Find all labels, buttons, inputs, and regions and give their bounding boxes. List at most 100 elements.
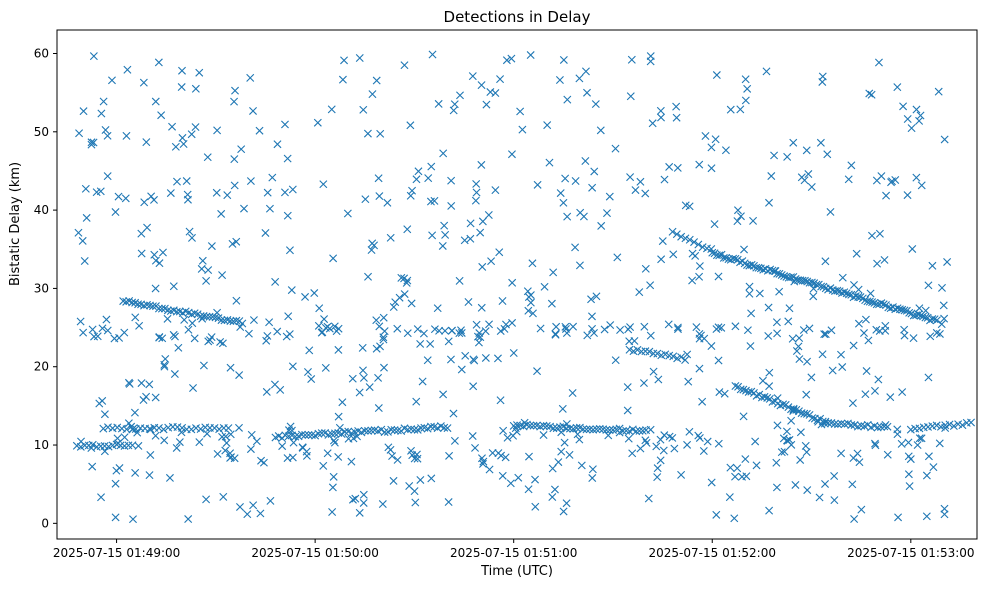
detection-marker xyxy=(140,301,149,310)
detection-marker xyxy=(244,329,253,338)
detection-marker xyxy=(694,431,703,440)
detection-marker xyxy=(830,496,839,505)
detection-marker xyxy=(658,237,667,246)
detection-marker xyxy=(785,304,794,313)
detection-marker xyxy=(577,461,586,470)
detection-marker xyxy=(261,228,270,237)
detection-marker xyxy=(945,420,954,429)
detection-marker xyxy=(226,430,235,439)
detection-marker xyxy=(695,433,704,442)
detection-marker xyxy=(128,425,137,434)
detection-marker xyxy=(928,315,937,324)
detection-marker xyxy=(575,261,584,270)
detection-marker xyxy=(611,356,620,365)
detection-marker xyxy=(197,264,206,273)
detection-marker xyxy=(685,427,694,436)
detection-marker xyxy=(557,447,566,456)
detection-marker xyxy=(184,325,193,334)
detection-marker xyxy=(246,73,255,82)
detection-marker xyxy=(444,337,453,346)
detection-marker xyxy=(378,500,387,509)
detection-marker xyxy=(635,288,644,297)
detection-marker xyxy=(904,470,913,479)
detection-marker xyxy=(582,425,591,434)
detection-marker xyxy=(499,426,508,435)
detection-marker xyxy=(875,229,884,238)
detection-marker xyxy=(218,339,227,348)
detection-marker xyxy=(408,186,417,195)
detection-marker xyxy=(847,421,856,430)
detection-marker xyxy=(307,375,316,384)
detection-marker xyxy=(173,177,181,186)
detection-marker xyxy=(301,292,310,301)
detection-marker xyxy=(742,386,750,395)
detection-marker xyxy=(545,158,554,167)
detection-marker xyxy=(741,96,750,105)
detection-marker xyxy=(703,437,712,446)
detection-marker xyxy=(606,321,615,330)
detection-marker xyxy=(288,362,297,371)
detection-marker xyxy=(426,339,435,348)
detection-marker xyxy=(189,384,198,392)
detection-marker xyxy=(707,342,716,351)
detection-marker xyxy=(427,474,436,483)
detection-marker xyxy=(872,300,881,309)
detection-marker xyxy=(886,393,895,402)
detection-marker xyxy=(635,426,644,435)
detection-marker xyxy=(779,400,788,409)
detection-marker xyxy=(195,438,204,447)
detection-marker xyxy=(297,430,306,439)
detection-marker xyxy=(317,328,326,337)
detection-marker xyxy=(502,56,511,65)
detection-marker xyxy=(805,324,814,333)
detection-marker xyxy=(89,52,98,61)
detection-marker xyxy=(491,89,500,98)
detection-marker xyxy=(673,163,682,172)
y-axis-label: Bistatic Delay (km) xyxy=(8,161,23,286)
detection-marker xyxy=(809,284,818,293)
detection-marker xyxy=(672,230,681,239)
detection-marker xyxy=(307,431,316,440)
detection-marker xyxy=(238,319,247,328)
detection-marker xyxy=(291,432,300,441)
detection-marker xyxy=(230,181,239,190)
detection-marker xyxy=(526,298,535,307)
detection-marker xyxy=(926,332,935,341)
detection-marker xyxy=(466,234,475,243)
detection-marker xyxy=(449,106,458,115)
detection-marker xyxy=(100,410,109,419)
detection-marker xyxy=(526,421,535,430)
detection-marker xyxy=(328,508,337,516)
detection-marker xyxy=(355,388,364,397)
detection-marker xyxy=(898,305,907,314)
detection-marker xyxy=(874,375,883,384)
detection-marker xyxy=(477,160,486,169)
detection-marker xyxy=(856,293,865,302)
detection-marker xyxy=(833,286,842,295)
detection-marker xyxy=(588,474,597,483)
detection-marker xyxy=(215,425,224,434)
detection-marker xyxy=(140,198,149,207)
detection-marker xyxy=(143,300,152,309)
detection-marker xyxy=(685,235,694,244)
detection-marker xyxy=(681,234,690,243)
detection-marker xyxy=(751,437,760,446)
detection-marker xyxy=(746,342,755,351)
detection-marker xyxy=(653,473,662,482)
detection-marker xyxy=(803,357,812,366)
detection-marker xyxy=(165,473,174,482)
detection-marker xyxy=(213,308,222,317)
detection-marker xyxy=(196,424,205,433)
detection-marker xyxy=(87,140,96,149)
detection-marker xyxy=(840,420,849,429)
detection-marker xyxy=(958,421,967,430)
detection-marker xyxy=(417,424,426,433)
detection-marker xyxy=(468,432,477,441)
y-tick-label: 50 xyxy=(34,125,49,139)
detection-marker xyxy=(301,431,310,439)
detection-marker xyxy=(547,299,556,308)
detection-marker xyxy=(320,315,329,324)
detection-marker xyxy=(87,444,96,453)
detection-marker xyxy=(900,306,909,315)
detection-marker xyxy=(471,196,480,205)
